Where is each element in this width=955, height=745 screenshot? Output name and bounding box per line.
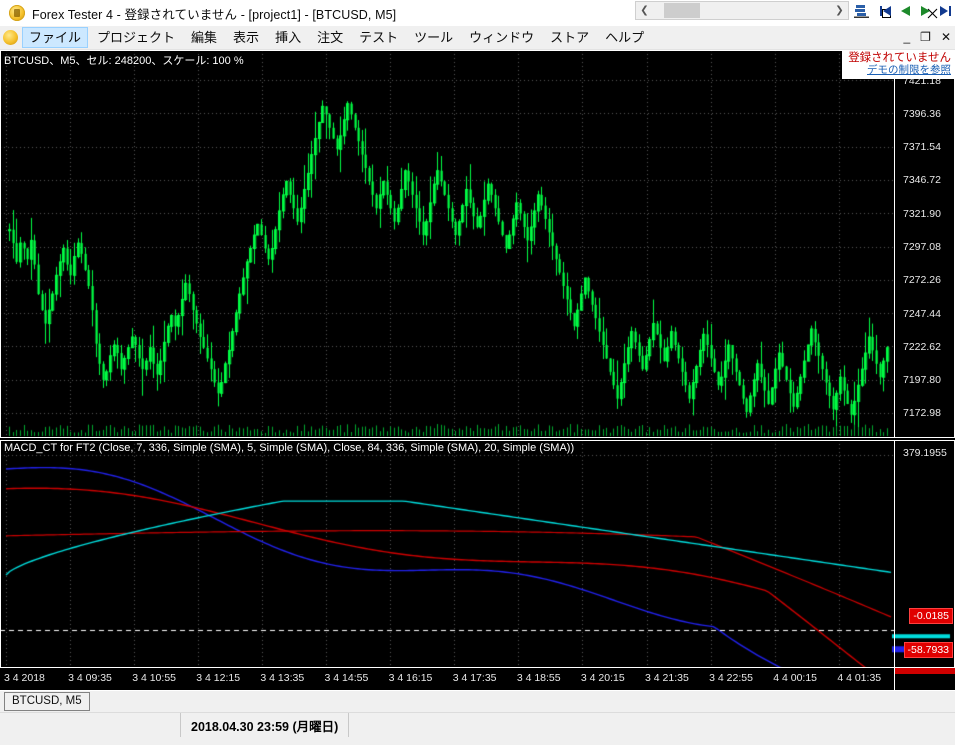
menu-item-project[interactable]: プロジェクト <box>97 30 176 45</box>
prev-bar-icon[interactable] <box>895 1 915 20</box>
price-axis-separator <box>894 50 895 438</box>
price-y-tick: 7172.98 <box>903 407 941 420</box>
price-y-tick: 7371.54 <box>903 141 941 154</box>
time-axis-separator <box>894 668 895 690</box>
first-bar-icon[interactable] <box>875 1 895 20</box>
time-tick: 4 4 01:35 <box>837 672 882 684</box>
time-tick: 3 4 22:55 <box>709 672 753 684</box>
time-axis: 3 4 2018 3 4 09:35 3 4 10:55 3 4 12:15 3 4 1… <box>0 668 955 690</box>
chart-tab-btcusd-m5[interactable]: BTCUSD, M5 <box>4 692 90 711</box>
time-axis-progress-marker <box>895 668 955 674</box>
macd-axis-separator <box>894 440 895 668</box>
mdi-window-controls: _ ❐ ✕ <box>903 26 951 49</box>
time-tick: 3 4 18:55 <box>516 672 561 684</box>
mdi-restore-button[interactable]: ❐ <box>920 30 931 44</box>
time-tick: 4 4 00:15 <box>773 672 818 684</box>
chart-container[interactable]: BTCUSD、M5、セル: 248200、スケール: 100 % 7421.18… <box>0 50 955 690</box>
scroll-right-arrow-icon[interactable]: ❯ <box>835 5 844 16</box>
chart-tabbar: BTCUSD, M5 ❮ ❯ <box>0 1 955 712</box>
status-segment-3 <box>349 713 955 737</box>
simulation-clock: 2018.04.30 23:59 (月曜日) <box>191 719 339 734</box>
unregistered-label: 登録されていません <box>848 52 951 64</box>
demo-restriction-link[interactable]: デモの制限を参照 <box>867 64 951 76</box>
time-tick: 3 4 14:55 <box>324 672 369 684</box>
last-bar-icon[interactable] <box>935 1 955 20</box>
macd-y-tick: 379.1955 <box>903 447 947 459</box>
forex-tester-logo-icon <box>9 5 25 21</box>
data-download-icon[interactable] <box>849 1 875 20</box>
unregistered-watermark[interactable]: 登録されていません デモの制限を参照 <box>842 50 955 79</box>
macd-value-tag-1: -0.0185 <box>909 608 953 624</box>
scrollbar-thumb[interactable] <box>664 3 700 18</box>
price-pane-label: BTCUSD、M5、セル: 248200、スケール: 100 % <box>4 55 244 67</box>
macd-indicator-pane[interactable]: MACD_CT for FT2 (Close, 7, 336, Simple (… <box>0 440 955 668</box>
window-title: Forex Tester 4 - 登録されていません - [project1] … <box>32 7 397 22</box>
price-y-tick: 7247.44 <box>903 307 941 320</box>
price-y-tick: 7297.08 <box>903 241 941 254</box>
menu-item-view[interactable]: 表示 <box>233 30 260 45</box>
price-y-tick: 7222.62 <box>903 340 941 353</box>
scroll-left-arrow-icon[interactable]: ❮ <box>640 5 649 16</box>
time-tick: 3 4 17:35 <box>452 672 497 684</box>
menu-bar: ファイル プロジェクト 編集 表示 挿入 注文 テスト ツール ウィンドウ スト… <box>0 26 955 50</box>
price-y-tick: 7321.90 <box>903 207 941 220</box>
macd-value-tag-2: -58.7933 <box>903 642 953 658</box>
menu-item-tools[interactable]: ツール <box>414 30 454 45</box>
menu-item-insert[interactable]: 挿入 <box>275 30 302 45</box>
time-tick: 3 4 2018 <box>4 672 45 684</box>
menu-item-file[interactable]: ファイル <box>22 27 89 48</box>
menu-item-edit[interactable]: 編集 <box>191 30 218 45</box>
time-tick: 3 4 10:55 <box>132 672 176 684</box>
menu-item-orders[interactable]: 注文 <box>317 30 344 45</box>
price-chart-pane[interactable]: BTCUSD、M5、セル: 248200、スケール: 100 % 7421.18… <box>0 50 955 438</box>
menu-item-help[interactable]: ヘルプ <box>605 30 645 45</box>
chart-scroll-area: ❮ ❯ <box>635 0 955 21</box>
menu-item-test[interactable]: テスト <box>359 30 399 45</box>
menu-item-store[interactable]: ストア <box>550 30 590 45</box>
macd-lines-canvas <box>0 440 955 668</box>
price-candlestick-canvas <box>0 50 955 438</box>
price-y-tick: 7396.36 <box>903 107 941 120</box>
time-tick: 3 4 21:35 <box>645 672 689 684</box>
horizontal-scrollbar[interactable]: ❮ ❯ <box>635 1 849 20</box>
time-tick: 3 4 13:35 <box>260 672 305 684</box>
next-bar-icon[interactable] <box>915 1 935 20</box>
time-tick: 3 4 12:15 <box>196 672 241 684</box>
price-y-tick: 7197.80 <box>903 374 941 387</box>
status-segment-clock: 2018.04.30 23:59 (月曜日) <box>181 713 350 737</box>
time-tick: 3 4 16:15 <box>388 672 433 684</box>
status-bar: 2018.04.30 23:59 (月曜日) <box>0 712 955 737</box>
mdi-child-icon <box>3 30 18 45</box>
macd-pane-label: MACD_CT for FT2 (Close, 7, 336, Simple (… <box>4 442 575 454</box>
time-tick: 3 4 09:35 <box>68 672 112 684</box>
price-y-tick: 7346.72 <box>903 174 941 187</box>
close-button[interactable] <box>909 0 955 26</box>
time-tick: 3 4 20:15 <box>580 672 625 684</box>
status-segment-1 <box>0 713 181 737</box>
price-y-tick: 7272.26 <box>903 274 941 287</box>
mdi-minimize-button[interactable]: _ <box>903 30 911 44</box>
mdi-close-button[interactable]: ✕ <box>940 30 951 44</box>
menu-item-window[interactable]: ウィンドウ <box>469 30 535 45</box>
